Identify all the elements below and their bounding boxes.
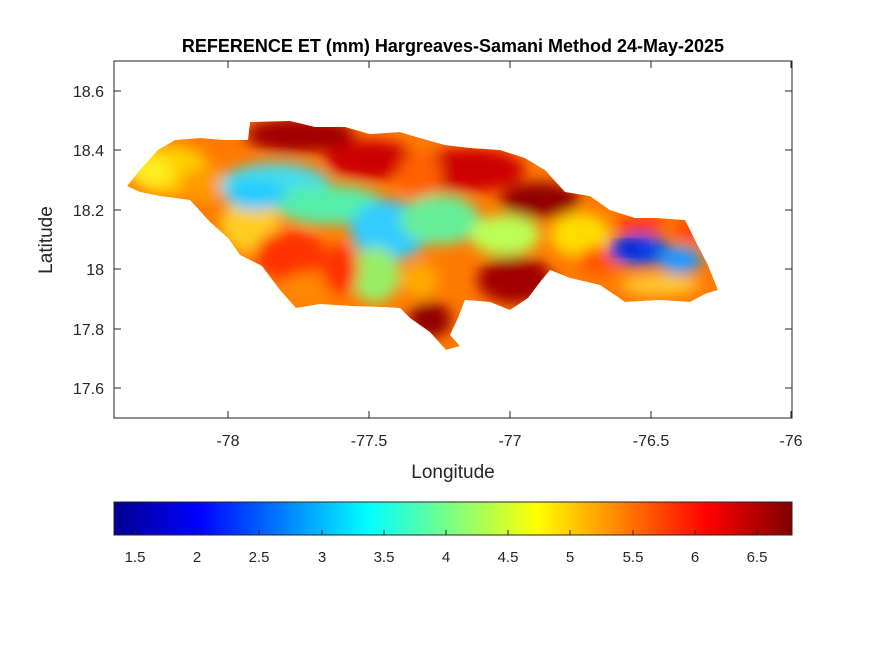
y-tick-label: 18.2	[73, 203, 104, 220]
y-tick-label: 17.8	[73, 322, 104, 339]
colorbar	[113, 501, 793, 536]
colorbar-tick-label: 6	[691, 549, 699, 566]
colorbar-tick-label: 3.5	[374, 549, 395, 566]
colorbar-tick-label: 4.5	[498, 549, 519, 566]
x-tick-label: -77	[498, 433, 521, 450]
x-tick-label: -78	[216, 433, 239, 450]
colorbar-tick-label: 1.5	[125, 549, 146, 566]
colorbar-tick-label: 2.5	[249, 549, 270, 566]
map-title: REFERENCE ET (mm) Hargreaves-Samani Meth…	[182, 36, 724, 56]
colorbar-tick-label: 2	[193, 549, 201, 566]
y-axis-label: Latitude	[36, 206, 57, 274]
colorbar-tick-label: 6.5	[747, 549, 768, 566]
x-axis	[227, 61, 792, 418]
colorbar-tick-label: 5.5	[623, 549, 644, 566]
y-tick-label: 18.6	[73, 84, 104, 101]
colorbar-tick-label: 5	[566, 549, 574, 566]
colorbar-tick-label: 4	[442, 549, 450, 566]
x-tick-label: -77.5	[351, 433, 388, 450]
y-tick-label: 18	[86, 262, 104, 279]
x-axis-label: Longitude	[411, 462, 494, 483]
et-field	[127, 121, 718, 350]
colorbar-ticks	[134, 530, 758, 535]
colorbar-tick-label: 3	[318, 549, 326, 566]
y-axis	[114, 90, 792, 389]
x-tick-label: -76	[779, 433, 802, 450]
y-tick-label: 18.4	[73, 143, 104, 160]
y-tick-label: 17.6	[73, 381, 104, 398]
x-tick-label: -76.5	[633, 433, 670, 450]
